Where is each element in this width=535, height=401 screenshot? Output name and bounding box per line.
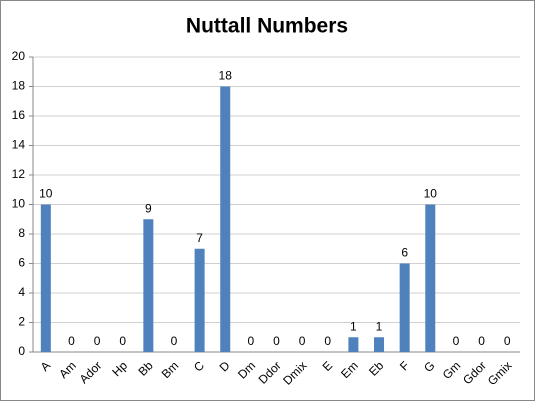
data-label: 7 — [196, 231, 203, 245]
bar — [399, 263, 410, 352]
bar — [143, 219, 154, 352]
data-label: 9 — [145, 201, 152, 215]
data-label: 0 — [171, 334, 178, 348]
bar — [220, 86, 231, 352]
bar — [348, 337, 359, 352]
data-label: 0 — [119, 334, 126, 348]
chart-title: Nuttall Numbers — [186, 15, 348, 38]
bar — [40, 204, 51, 352]
data-label: 1 — [376, 319, 383, 333]
y-tick-label: 14 — [12, 138, 26, 152]
bar — [374, 337, 385, 352]
data-label: 10 — [39, 187, 53, 201]
y-tick-label: 12 — [12, 167, 26, 181]
data-label: 0 — [248, 334, 255, 348]
data-label: 0 — [324, 334, 331, 348]
data-label: 0 — [299, 334, 306, 348]
data-label: 0 — [504, 334, 511, 348]
data-label: 0 — [453, 334, 460, 348]
data-label: 18 — [219, 69, 233, 83]
y-tick-label: 4 — [18, 285, 25, 299]
y-tick-label: 20 — [12, 49, 26, 63]
bar — [425, 204, 436, 352]
y-tick-label: 6 — [18, 256, 25, 270]
data-label: 0 — [94, 334, 101, 348]
y-tick-label: 2 — [18, 315, 25, 329]
y-tick-label: 0 — [18, 344, 25, 358]
y-tick-label: 18 — [12, 79, 26, 93]
data-label: 6 — [401, 246, 408, 260]
y-tick-label: 16 — [12, 108, 26, 122]
y-tick-label: 8 — [18, 226, 25, 240]
data-label: 0 — [478, 334, 485, 348]
data-label: 1 — [350, 319, 357, 333]
y-tick-label: 10 — [12, 197, 26, 211]
data-label: 0 — [68, 334, 75, 348]
data-label: 0 — [273, 334, 280, 348]
bar — [194, 248, 205, 352]
data-label: 10 — [424, 187, 438, 201]
